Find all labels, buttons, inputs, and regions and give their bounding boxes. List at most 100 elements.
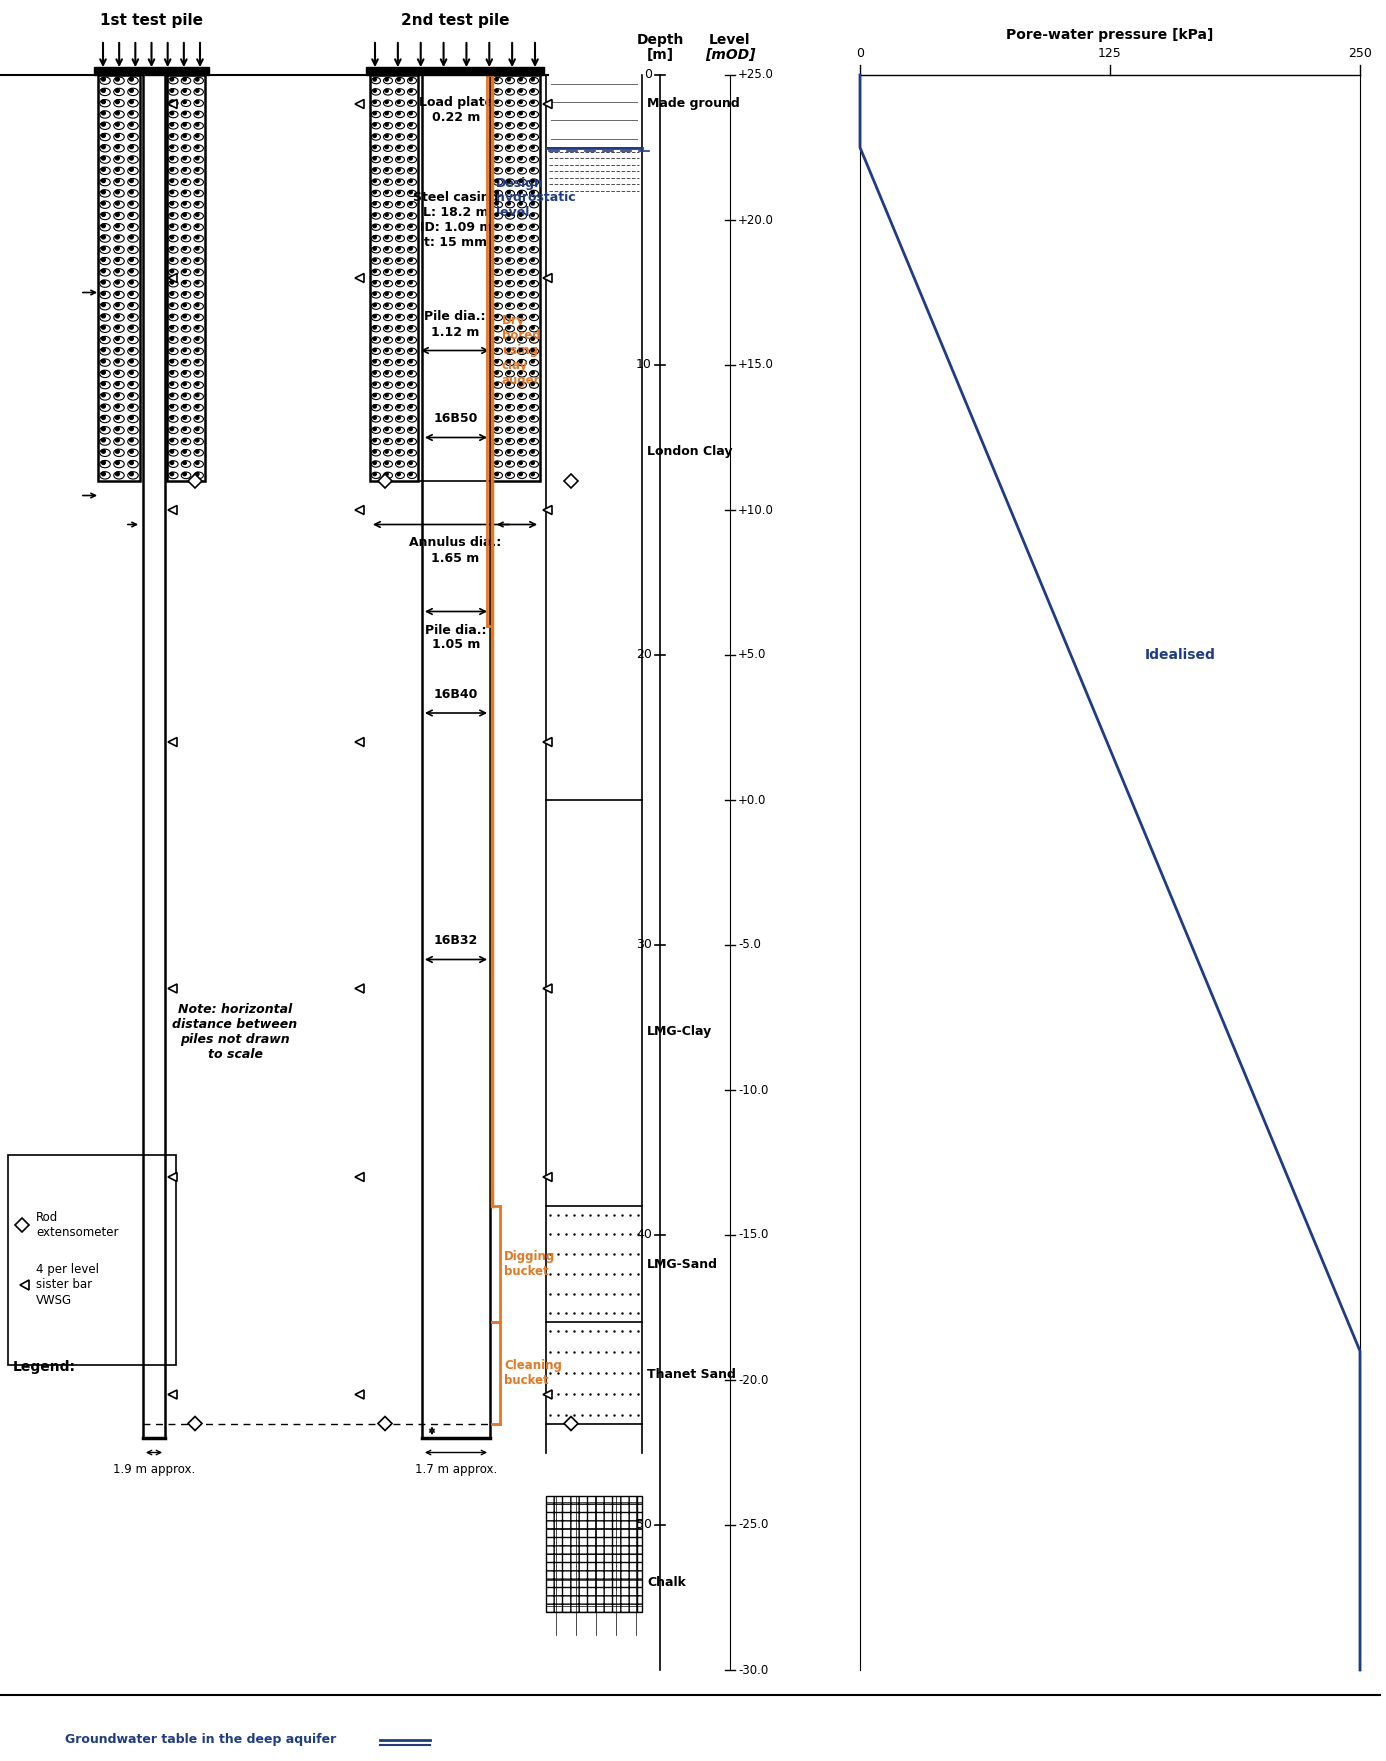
Circle shape (373, 167, 376, 171)
Ellipse shape (529, 280, 539, 287)
Circle shape (531, 247, 534, 250)
Polygon shape (168, 738, 177, 747)
Ellipse shape (128, 326, 139, 333)
Ellipse shape (128, 157, 139, 164)
Polygon shape (168, 505, 177, 514)
Circle shape (183, 349, 186, 352)
Text: Groundwater table in the deep aquifer: Groundwater table in the deep aquifer (65, 1733, 337, 1747)
Circle shape (531, 259, 534, 261)
Ellipse shape (529, 247, 539, 254)
Ellipse shape (395, 190, 405, 197)
Circle shape (183, 88, 186, 92)
Ellipse shape (194, 190, 204, 197)
Ellipse shape (194, 201, 204, 208)
Ellipse shape (100, 88, 111, 95)
Circle shape (115, 336, 119, 340)
Ellipse shape (493, 167, 503, 174)
Ellipse shape (128, 303, 139, 310)
Text: +20.0: +20.0 (737, 213, 773, 227)
Circle shape (507, 259, 510, 261)
Ellipse shape (517, 201, 527, 208)
Circle shape (115, 438, 119, 442)
Ellipse shape (529, 461, 539, 467)
Circle shape (183, 405, 186, 409)
Ellipse shape (128, 359, 139, 366)
Circle shape (531, 111, 534, 114)
Text: Pile dia.:
1.12 m: Pile dia.: 1.12 m (424, 310, 485, 338)
Ellipse shape (194, 426, 204, 433)
Circle shape (101, 180, 105, 183)
Circle shape (373, 359, 376, 363)
Ellipse shape (194, 224, 204, 231)
Ellipse shape (407, 372, 417, 377)
Circle shape (385, 472, 388, 475)
Ellipse shape (384, 372, 392, 377)
Ellipse shape (182, 426, 191, 433)
Ellipse shape (395, 336, 405, 343)
Circle shape (507, 280, 510, 284)
Circle shape (373, 382, 376, 386)
Circle shape (518, 405, 523, 409)
Ellipse shape (529, 157, 539, 162)
Circle shape (531, 472, 534, 475)
Ellipse shape (384, 134, 392, 141)
Ellipse shape (169, 416, 177, 423)
Ellipse shape (529, 111, 539, 118)
Circle shape (409, 280, 412, 284)
Circle shape (396, 449, 401, 453)
Circle shape (195, 336, 200, 340)
Circle shape (170, 405, 173, 409)
Text: 0: 0 (857, 48, 863, 60)
Text: 0: 0 (644, 69, 651, 81)
Circle shape (396, 461, 401, 465)
Circle shape (385, 90, 388, 92)
Circle shape (385, 359, 388, 363)
Ellipse shape (169, 472, 177, 479)
Ellipse shape (194, 280, 204, 287)
Ellipse shape (182, 88, 191, 95)
Circle shape (115, 201, 119, 204)
Ellipse shape (384, 416, 392, 423)
Ellipse shape (371, 111, 381, 118)
Ellipse shape (493, 77, 503, 85)
Ellipse shape (395, 382, 405, 387)
Ellipse shape (100, 326, 111, 333)
Ellipse shape (371, 292, 381, 298)
Text: Depth: Depth (636, 33, 683, 48)
Ellipse shape (395, 180, 405, 185)
Ellipse shape (506, 359, 514, 366)
Ellipse shape (182, 292, 191, 298)
Ellipse shape (169, 405, 177, 410)
Ellipse shape (194, 382, 204, 389)
Ellipse shape (128, 247, 139, 254)
Ellipse shape (395, 224, 405, 231)
Circle shape (195, 280, 200, 284)
Ellipse shape (493, 247, 503, 254)
Ellipse shape (384, 247, 392, 254)
Ellipse shape (384, 359, 392, 366)
Circle shape (183, 157, 186, 160)
Ellipse shape (194, 236, 204, 241)
Circle shape (507, 247, 510, 250)
Circle shape (518, 157, 523, 160)
Ellipse shape (395, 157, 405, 162)
Ellipse shape (506, 247, 514, 254)
Polygon shape (543, 984, 552, 993)
Circle shape (170, 111, 173, 114)
Polygon shape (355, 505, 365, 514)
Text: 20: 20 (636, 648, 651, 662)
Circle shape (396, 259, 401, 261)
Circle shape (531, 167, 534, 171)
Ellipse shape (395, 393, 405, 400)
Ellipse shape (114, 269, 125, 276)
Circle shape (129, 180, 133, 183)
Ellipse shape (169, 393, 177, 400)
Circle shape (518, 247, 523, 250)
Circle shape (170, 213, 173, 217)
Circle shape (531, 236, 534, 239)
Circle shape (195, 123, 200, 127)
Ellipse shape (407, 77, 417, 85)
Circle shape (170, 100, 173, 104)
Ellipse shape (128, 280, 139, 287)
Circle shape (195, 111, 200, 114)
